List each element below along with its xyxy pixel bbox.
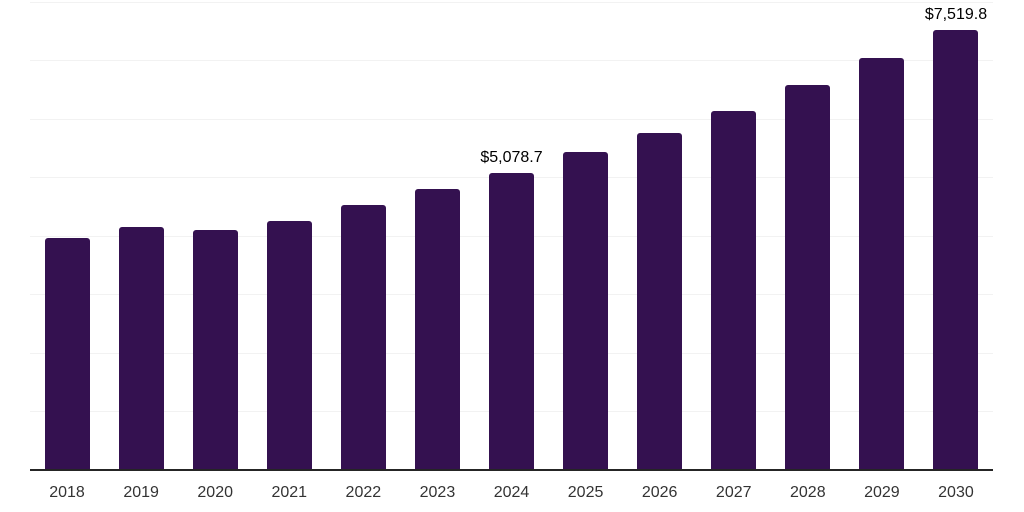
bar-2020 [192, 229, 238, 470]
gridline-7000 [30, 60, 993, 62]
bar-2023 [414, 188, 460, 470]
gridline-6000 [30, 118, 993, 120]
x-tick-2028: 2028 [790, 484, 826, 501]
bar-2021 [266, 220, 312, 470]
x-tick-2021: 2021 [271, 484, 308, 501]
bar-2026 [637, 132, 683, 470]
bar-2024 [489, 172, 534, 470]
bar-2019 [118, 226, 164, 470]
x-axis-line [30, 469, 993, 471]
x-tick-2024: 2024 [493, 484, 530, 501]
bar-2018 [44, 238, 90, 470]
x-tick-2018: 2018 [49, 484, 85, 501]
bar-2022 [340, 205, 386, 470]
bar-2027 [711, 110, 757, 470]
x-tick-2022: 2022 [345, 484, 382, 501]
gridline-8000 [30, 1, 993, 3]
x-tick-2023: 2023 [419, 484, 456, 501]
x-tick-2025: 2025 [567, 484, 604, 501]
bar-2029 [859, 57, 905, 470]
bar-2025 [563, 152, 609, 470]
bar-2030 [933, 29, 979, 470]
value-label-2024: $5,078.7 [480, 148, 543, 166]
value-label-2030: $7,519.8 [924, 5, 988, 23]
x-tick-2026: 2026 [641, 484, 678, 501]
x-tick-2029: 2029 [864, 484, 900, 501]
x-tick-2027: 2027 [715, 484, 752, 501]
x-tick-2020: 2020 [197, 484, 233, 501]
bar-2028 [785, 85, 831, 470]
x-tick-2019: 2019 [123, 484, 159, 501]
x-tick-2030: 2030 [938, 484, 974, 501]
